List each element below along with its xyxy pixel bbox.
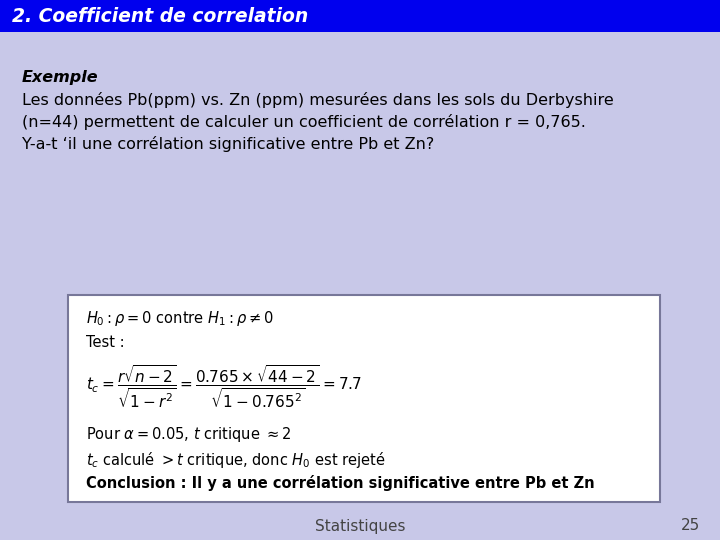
- Text: $H_0 : \rho = 0$ contre $H_1 : \rho \neq 0$: $H_0 : \rho = 0$ contre $H_1 : \rho \neq…: [86, 309, 274, 328]
- Text: 2. Coefficient de correlation: 2. Coefficient de correlation: [12, 6, 308, 25]
- Text: $t_c$ calculé $> t$ critique, donc $H_0$ est rejeté: $t_c$ calculé $> t$ critique, donc $H_0$…: [86, 450, 385, 470]
- Text: $t_c = \dfrac{r\sqrt{n-2}}{\sqrt{1-r^2}} = \dfrac{0.765 \times \sqrt{44-2}}{\sqr: $t_c = \dfrac{r\sqrt{n-2}}{\sqrt{1-r^2}}…: [86, 364, 362, 410]
- Text: Les données Pb(ppm) vs. Zn (ppm) mesurées dans les sols du Derbyshire: Les données Pb(ppm) vs. Zn (ppm) mesurée…: [22, 92, 613, 108]
- Text: Pour $\alpha = 0.05$, $t$ critique $\approx 2$: Pour $\alpha = 0.05$, $t$ critique $\app…: [86, 425, 292, 444]
- Text: Conclusion : Il y a une corrélation significative entre Pb et Zn: Conclusion : Il y a une corrélation sign…: [86, 475, 595, 491]
- Text: Test :: Test :: [86, 335, 125, 350]
- Bar: [0, 0, 720, 32]
- Text: Exemple: Exemple: [22, 70, 99, 85]
- Text: 25: 25: [680, 518, 700, 534]
- Text: Y-a-t ‘il une corrélation significative entre Pb et Zn?: Y-a-t ‘il une corrélation significative …: [22, 136, 434, 152]
- Text: :: :: [80, 70, 86, 85]
- Bar: [68, 295, 660, 502]
- Text: (n=44) permettent de calculer un coefficient de corrélation r = 0,765.: (n=44) permettent de calculer un coeffic…: [22, 114, 586, 130]
- Text: Statistiques: Statistiques: [315, 518, 405, 534]
